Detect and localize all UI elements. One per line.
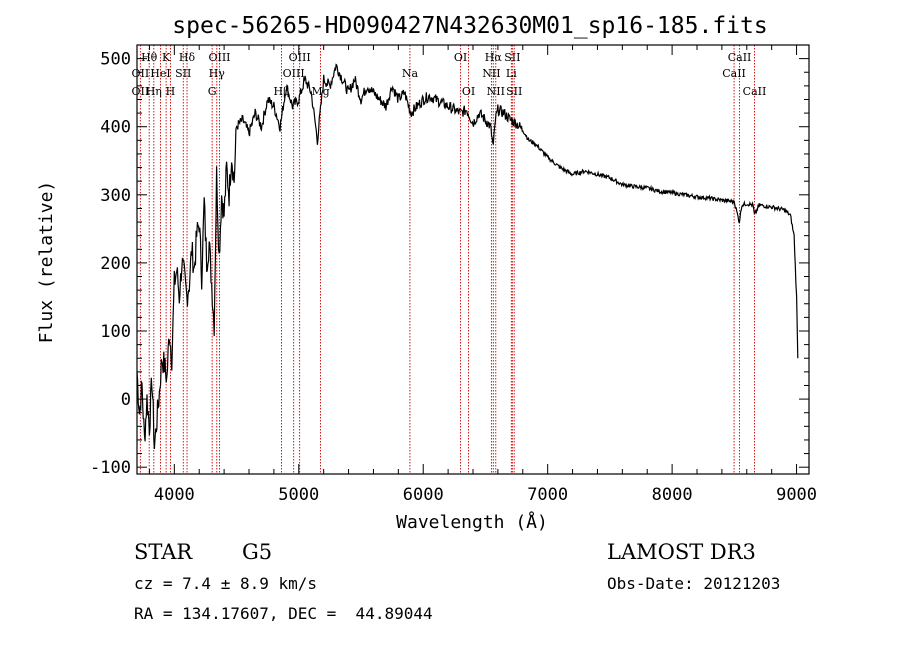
line-label: Hδ (179, 51, 196, 64)
line-label: Hη (146, 85, 162, 98)
y-tick-label: -100 (90, 458, 131, 478)
line-label: OII (132, 85, 150, 98)
line-label: Hγ (209, 67, 226, 80)
line-label: OI (462, 85, 475, 98)
line-label: OIII (289, 51, 311, 64)
line-label: K (162, 51, 171, 64)
object-subclass: G5 (242, 540, 273, 564)
line-label: SII (506, 85, 522, 98)
x-tick-label: 6000 (403, 485, 444, 505)
x-tick-label: 8000 (652, 485, 693, 505)
line-label: CaII (722, 67, 746, 80)
plot-frame (136, 44, 810, 475)
coordinates: RA = 134.17607, DEC = 44.89044 (134, 604, 433, 623)
y-tick-label: 100 (100, 322, 131, 342)
line-label: Na (402, 67, 419, 80)
y-tick-label: 200 (100, 254, 131, 274)
line-label: SII (504, 51, 520, 64)
x-axis-label: Wavelength (Å) (396, 511, 548, 533)
line-label: CaII (743, 85, 767, 98)
y-axis-label: Flux (relative) (36, 181, 57, 344)
line-label: NII (482, 67, 500, 80)
line-label: CaII (728, 51, 752, 64)
line-label: Hα (485, 51, 503, 64)
y-tick-label: 0 (121, 390, 131, 410)
line-label: OI (454, 51, 467, 64)
line-label: Hβ (274, 85, 290, 98)
line-label: OII (132, 67, 150, 80)
observation-date: Obs-Date: 20121203 (607, 574, 781, 593)
line-labels: OII OII Hθ Hη HeI K H SII Hδ G Hγ OIII Hβ OIII OIII Mg N… (132, 51, 767, 98)
x-tick-label: 9000 (776, 485, 817, 505)
line-label: Li (506, 67, 517, 80)
y-tick-label: 400 (100, 118, 131, 138)
x-tick-label: 4000 (154, 485, 195, 505)
y-tick-label: 300 (100, 186, 131, 206)
line-label: HeI (150, 67, 170, 80)
line-label: Mg (311, 85, 329, 98)
chart-title: spec-56265-HD090427N432630M01_sp16-185.f… (172, 13, 767, 39)
emission-line-markers (139, 45, 755, 474)
survey-name: LAMOST DR3 (607, 540, 756, 564)
line-label: Hθ (141, 51, 158, 64)
object-class: STAR (134, 540, 193, 564)
x-tick-label: 5000 (278, 485, 319, 505)
y-tick-label: 500 (100, 50, 131, 70)
axis-ticks: 4000 5000 6000 7000 8000 9000 -100 0 100 200 300 40… (90, 44, 817, 505)
line-label: OIII (283, 67, 305, 80)
line-label: OIII (208, 51, 230, 64)
line-label: G (208, 85, 217, 98)
x-tick-label: 7000 (527, 485, 568, 505)
line-label: H (166, 85, 176, 98)
line-label: SII (175, 67, 191, 80)
spectrum-line (136, 63, 799, 450)
line-label: NII (487, 85, 505, 98)
redshift-cz: cz = 7.4 ± 8.9 km/s (134, 574, 318, 593)
